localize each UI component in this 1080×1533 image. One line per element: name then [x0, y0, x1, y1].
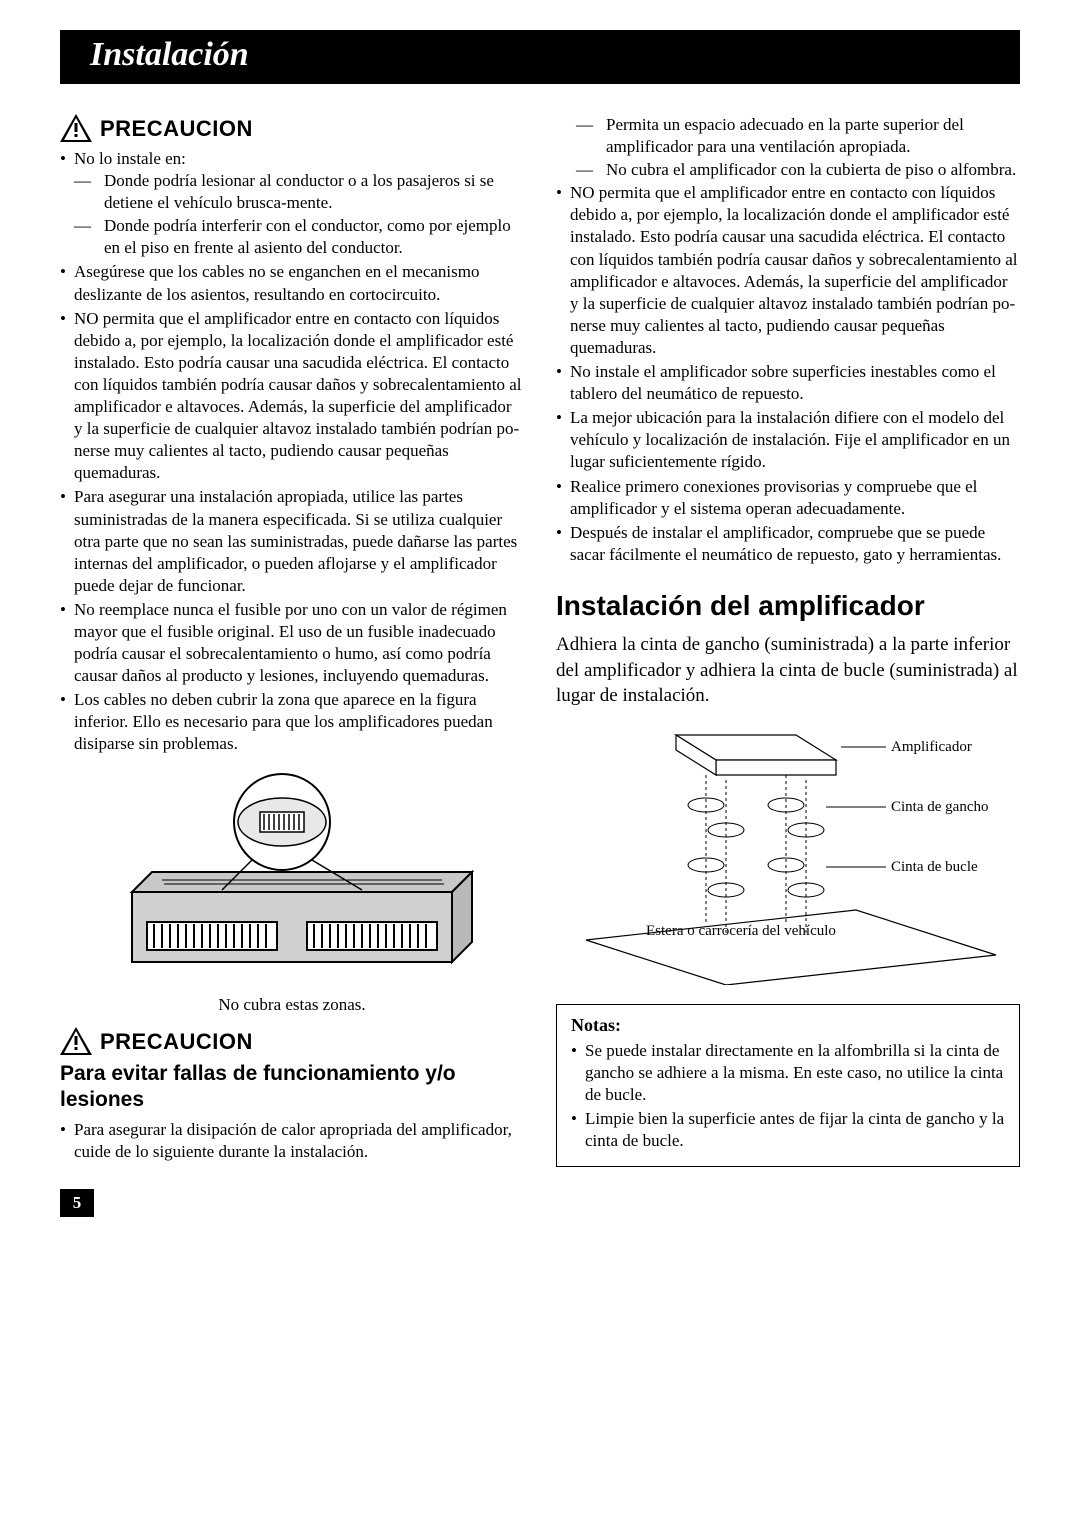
diagram-label-hook: Cinta de gancho — [891, 799, 988, 815]
caution1-bullets: No lo instale en: Donde podría lesionar … — [60, 148, 524, 756]
caution2-bullets: Para asegurar la disipación de calor apr… — [60, 1119, 524, 1163]
dash-item: Permita un espacio adecuado en la parte … — [576, 114, 1020, 158]
bullet-item: Los cables no deben cubrir la zona que a… — [60, 689, 524, 755]
bullet-item: Después de instalar el amplificador, com… — [556, 522, 1020, 566]
bullet-item: No lo instale en: Donde podría lesionar … — [60, 148, 524, 259]
title-bar: Instalación — [60, 30, 1020, 84]
section-heading-install: Instalación del amplificador — [556, 590, 1020, 622]
bullet-text: No lo instale en: — [74, 149, 186, 168]
manual-page: Instalación PRECAUCION No lo instale en:… — [0, 0, 1080, 1247]
diagram-label-base: Estera o carrocería del vehículo — [646, 923, 836, 939]
bullet-item: La mejor ubicación para la instalación d… — [556, 407, 1020, 473]
bullet-item: Se puede instalar directamente en la alf… — [571, 1040, 1005, 1106]
amplifier-cover-illustration — [102, 772, 482, 982]
notes-box: Notas: Se puede instalar directamente en… — [556, 1004, 1020, 1167]
caution-2-subheading: Para evitar fallas de funcionamiento y/o… — [60, 1061, 524, 1114]
bullet-item: NO permita que el amplificador entre en … — [556, 182, 1020, 359]
diagram-label-amp: Amplificador — [891, 739, 972, 755]
caution-label-1: PRECAUCION — [100, 116, 253, 142]
bullet-item: No reemplace nunca el fusible por uno co… — [60, 599, 524, 687]
amplifier-cover-figure: No cubra estas zonas. — [60, 772, 524, 1015]
notes-title: Notas: — [571, 1015, 1005, 1036]
notes-bullets: Se puede instalar directamente en la alf… — [571, 1040, 1005, 1152]
sub-dashes: Donde podría lesionar al conductor o a l… — [74, 170, 524, 259]
diagram-label-loop: Cinta de bucle — [891, 859, 978, 875]
mounting-diagram-illustration: Amplificador Cinta de gancho — [556, 725, 1016, 985]
dash-item: Donde podría interferir con el conductor… — [74, 215, 524, 259]
right-column: Permita un espacio adecuado en la parte … — [556, 114, 1020, 1167]
top-dashes: Permita un espacio adecuado en la parte … — [556, 114, 1020, 181]
install-intro: Adhiera la cinta de gancho (suministrada… — [556, 632, 1020, 709]
two-column-layout: PRECAUCION No lo instale en: Donde podrí… — [60, 114, 1020, 1167]
bullet-item: Realice primero conexiones provisorias y… — [556, 476, 1020, 520]
page-number: 5 — [60, 1189, 94, 1217]
bullet-item: No instale el amplificador sobre superfi… — [556, 361, 1020, 405]
bullet-item: NO permita que el amplificador entre en … — [60, 308, 524, 485]
install-diagram: Amplificador Cinta de gancho — [556, 725, 1020, 990]
warning-triangle-icon — [60, 1027, 92, 1055]
figure-caption: No cubra estas zonas. — [60, 995, 524, 1015]
caution-heading-2: PRECAUCION — [60, 1027, 524, 1055]
bullet-item: Limpie bien la superficie antes de fijar… — [571, 1108, 1005, 1152]
warning-triangle-icon — [60, 114, 92, 142]
caution-heading-1: PRECAUCION — [60, 114, 524, 142]
dash-item: No cubra el amplificador con la cubierta… — [576, 159, 1020, 181]
page-title: Instalación — [90, 36, 249, 73]
bullet-item: Para asegurar una instalación apropiada,… — [60, 486, 524, 596]
bullet-item: Asegúrese que los cables no se enganchen… — [60, 261, 524, 305]
left-column: PRECAUCION No lo instale en: Donde podrí… — [60, 114, 524, 1167]
caution-label-2: PRECAUCION — [100, 1029, 253, 1055]
bullet-item: Para asegurar la disipación de calor apr… — [60, 1119, 524, 1163]
right-bullets: NO permita que el amplificador entre en … — [556, 182, 1020, 566]
dash-item: Donde podría lesionar al conductor o a l… — [74, 170, 524, 214]
